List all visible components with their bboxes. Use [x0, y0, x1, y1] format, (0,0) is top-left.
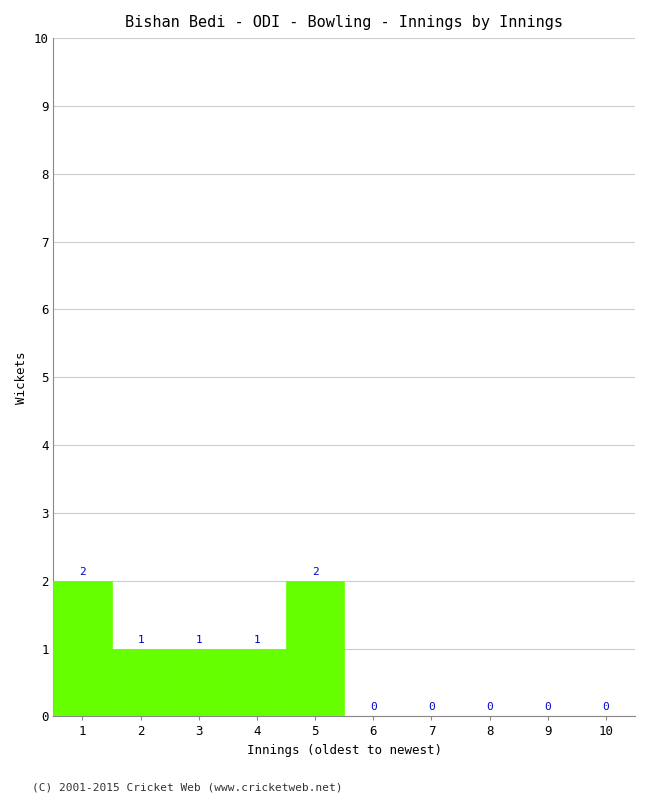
Text: 0: 0 — [545, 702, 551, 712]
Text: 1: 1 — [254, 634, 261, 645]
Bar — [53, 581, 112, 717]
Bar — [112, 649, 170, 717]
Text: 0: 0 — [486, 702, 493, 712]
Text: 1: 1 — [196, 634, 202, 645]
Bar — [228, 649, 286, 717]
X-axis label: Innings (oldest to newest): Innings (oldest to newest) — [247, 744, 442, 757]
Bar — [286, 581, 344, 717]
Title: Bishan Bedi - ODI - Bowling - Innings by Innings: Bishan Bedi - ODI - Bowling - Innings by… — [125, 15, 563, 30]
Text: 2: 2 — [312, 566, 318, 577]
Text: 0: 0 — [603, 702, 609, 712]
Text: (C) 2001-2015 Cricket Web (www.cricketweb.net): (C) 2001-2015 Cricket Web (www.cricketwe… — [32, 782, 343, 792]
Bar — [170, 649, 228, 717]
Text: 1: 1 — [137, 634, 144, 645]
Text: 0: 0 — [370, 702, 376, 712]
Y-axis label: Wickets: Wickets — [15, 351, 28, 403]
Text: 2: 2 — [79, 566, 86, 577]
Text: 0: 0 — [428, 702, 435, 712]
